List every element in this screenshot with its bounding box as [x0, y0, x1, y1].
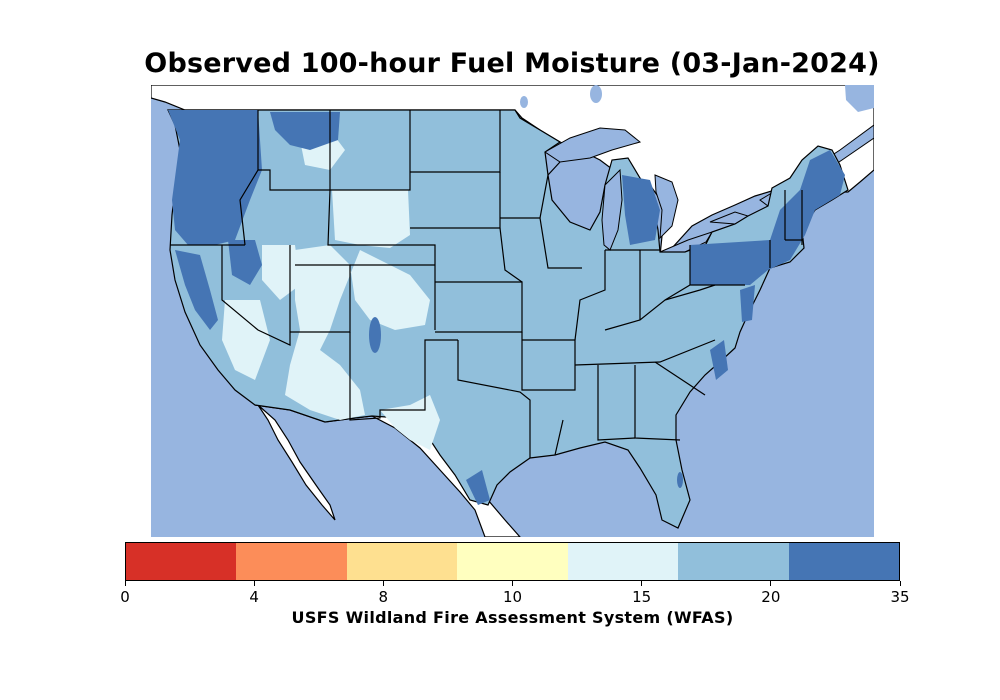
colorbar-tick-label: 8	[378, 588, 389, 606]
colorbar-tick	[124, 581, 126, 586]
colorbar-segment	[567, 543, 679, 580]
colorbar-tick	[512, 581, 513, 586]
hudson-bay-edge	[845, 85, 874, 112]
colorbar-tick	[899, 581, 901, 586]
colorbar-tick	[770, 581, 772, 586]
colorbar-ticks: 0 4 8 10 15 20 35	[120, 581, 910, 611]
zone-nc-coast	[710, 340, 728, 380]
colorbar-tick-label: 0	[120, 588, 130, 606]
colorbar-segment	[678, 543, 789, 580]
colorbar-label: USFS Wildland Fire Assessment System (WF…	[291, 608, 734, 627]
colorbar-segment	[236, 543, 347, 580]
zone-delmarva	[740, 285, 755, 322]
colorbar-segment	[346, 543, 458, 580]
zone-nw-montana	[270, 112, 340, 150]
zone-texas-coast	[466, 470, 490, 505]
colorbar-tick-label: 35	[890, 588, 910, 606]
colorbar	[125, 542, 900, 581]
zones-20-35	[168, 110, 845, 505]
colorbar-segment	[788, 543, 899, 580]
zone-sierra	[228, 240, 262, 285]
lake-michigan	[601, 168, 623, 251]
colorbar-tick	[253, 581, 255, 586]
zone-fl-patch	[677, 472, 683, 488]
lake-nipigon	[590, 85, 602, 103]
colorbar-segment	[457, 543, 568, 580]
zone-nm-patch	[369, 317, 381, 353]
zone-wyoming	[332, 190, 410, 248]
lake-superior	[544, 127, 642, 163]
zone-cal-coast	[175, 250, 218, 330]
colorbar-tick	[641, 581, 643, 586]
colorbar-tick-label: 10	[502, 588, 523, 606]
colorbar-tick	[382, 581, 384, 586]
lake-of-woods	[520, 96, 528, 108]
zone-southwest	[285, 245, 430, 420]
zone-nevada	[222, 300, 270, 380]
colorbar-tick-label: 20	[761, 588, 781, 606]
colorbar-tick-label: 15	[632, 588, 652, 606]
zone-northeast	[690, 150, 845, 285]
lake-huron	[654, 174, 679, 240]
colorbar-tick-label: 4	[249, 588, 259, 606]
gulf-of-california	[282, 415, 360, 520]
colorbar-segment	[126, 543, 237, 580]
baja-california	[257, 404, 336, 521]
zone-pacific-nw	[168, 110, 262, 245]
zone-michigan	[622, 175, 660, 245]
state-boundaries	[170, 110, 803, 458]
map-title: Observed 100-hour Fuel Moisture (03-Jan-…	[144, 48, 880, 79]
